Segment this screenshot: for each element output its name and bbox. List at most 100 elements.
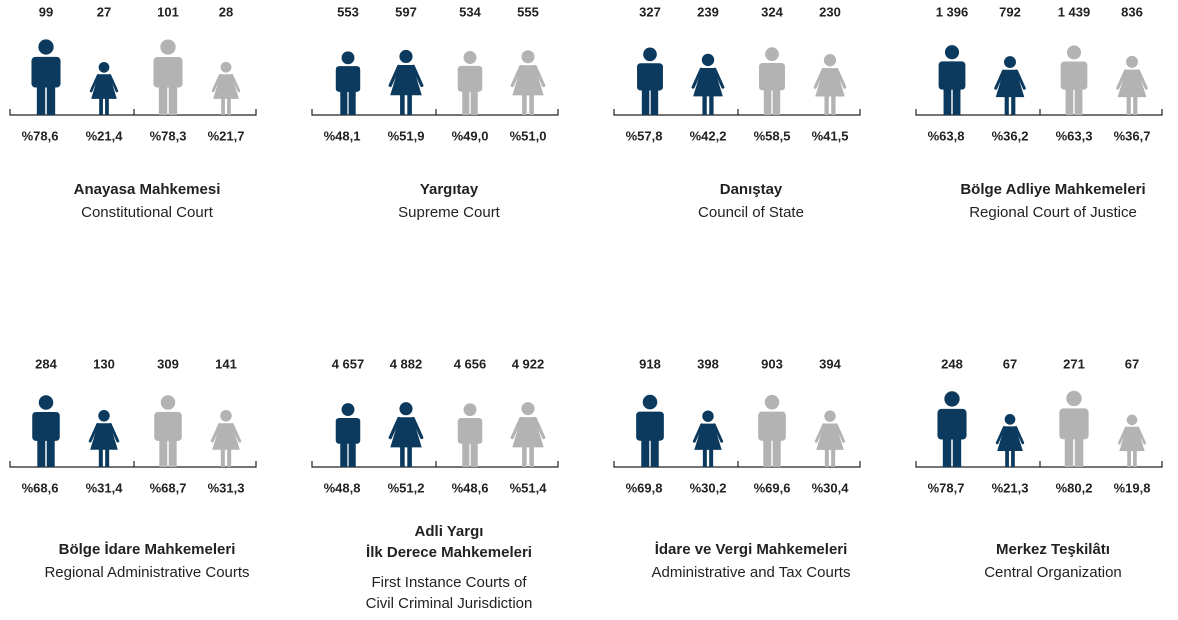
leg: [340, 441, 348, 467]
panel-subtitle: Civil Criminal Jurisdiction: [366, 595, 533, 612]
woman-figure: [210, 410, 242, 467]
leg: [470, 441, 478, 467]
arms: [692, 423, 724, 443]
torso: [457, 65, 483, 92]
count-label: 130: [93, 356, 115, 371]
panel-title: Adli Yargı: [415, 523, 484, 540]
torso: [154, 411, 182, 441]
woman-figure: [692, 410, 724, 467]
panel: 1 396 %63,8 792 %36,2 1 439 %63,3 836 %36,7 Bölg…: [915, 4, 1163, 221]
axis: [613, 109, 861, 116]
woman-figure: [995, 414, 1025, 467]
head: [944, 45, 960, 60]
panel-title: Danıştay: [720, 181, 783, 198]
share-label: %48,1: [324, 128, 361, 143]
head: [764, 394, 780, 410]
arms: [210, 422, 242, 443]
share-label: %19,8: [1114, 480, 1151, 495]
share-label: %42,2: [690, 128, 727, 143]
share-label: %80,2: [1056, 480, 1093, 495]
head: [1004, 414, 1016, 425]
count-label: 28: [219, 4, 233, 19]
leg: [407, 446, 412, 467]
torso: [758, 411, 786, 441]
head: [399, 49, 413, 64]
dress: [997, 426, 1023, 451]
torso: [32, 411, 60, 441]
share-label: %51,0: [510, 128, 547, 143]
leg: [1004, 95, 1009, 115]
woman-figure: [89, 61, 119, 115]
share-label: %69,8: [626, 480, 663, 495]
leg: [1011, 95, 1016, 115]
head: [220, 410, 232, 422]
dress: [91, 74, 117, 99]
leg: [1127, 450, 1131, 467]
count-label: 398: [697, 356, 719, 371]
leg: [952, 86, 961, 115]
count-label: 555: [517, 4, 539, 19]
panel-subtitle: Central Organization: [984, 564, 1122, 581]
panel: 327 %57,8 239 %42,2 324 %58,5 230 %41,5 Danıştay…: [613, 4, 861, 221]
torso: [937, 408, 967, 440]
leg: [943, 86, 952, 115]
axis: [613, 461, 861, 468]
woman-figure: [814, 410, 846, 467]
leg: [772, 87, 781, 115]
leg: [46, 438, 55, 467]
axis: [311, 461, 559, 468]
torso: [153, 56, 183, 88]
woman-figure: [691, 53, 725, 115]
leg: [221, 97, 225, 115]
leg: [1126, 95, 1131, 115]
leg: [1133, 95, 1138, 115]
woman-figure: [88, 410, 120, 467]
head: [341, 51, 355, 65]
leg: [650, 437, 659, 467]
share-label: %48,8: [324, 480, 361, 495]
leg: [470, 89, 478, 115]
leg: [168, 438, 177, 467]
leg: [529, 94, 534, 115]
axis: [915, 109, 1163, 116]
leg: [952, 436, 962, 467]
woman-figure: [388, 49, 424, 115]
panel-title: Bölge İdare Mahkemeleri: [59, 541, 236, 558]
count-label: 327: [639, 4, 661, 19]
arms: [995, 426, 1025, 445]
count-label: 248: [941, 356, 963, 371]
dress: [213, 74, 239, 99]
man-figure: [457, 403, 483, 467]
panel-subtitle: First Instance Courts of: [371, 574, 527, 591]
count-label: 67: [1125, 356, 1139, 371]
leg: [529, 446, 534, 467]
man-figure: [31, 39, 61, 115]
panel-subtitle: Constitutional Court: [81, 204, 214, 221]
leg: [650, 87, 659, 115]
leg: [348, 441, 356, 467]
head: [98, 61, 110, 73]
torso: [759, 63, 785, 91]
head: [1066, 390, 1082, 407]
count-label: 903: [761, 356, 783, 371]
arms: [1117, 426, 1147, 445]
leg: [105, 448, 110, 467]
count-label: 792: [999, 4, 1021, 19]
head: [823, 54, 837, 67]
head: [1066, 45, 1082, 60]
leg: [462, 441, 470, 467]
count-label: 271: [1063, 356, 1085, 371]
count-label: 4 882: [390, 356, 423, 371]
head: [1004, 56, 1016, 69]
share-label: %69,6: [754, 480, 791, 495]
share-label: %36,2: [992, 128, 1029, 143]
man-figure: [154, 395, 182, 467]
leg: [400, 446, 405, 467]
panel-title: Merkez Teşkilâtı: [996, 541, 1110, 558]
leg: [407, 93, 412, 115]
panel-subtitle: Regional Court of Justice: [969, 204, 1137, 221]
leg: [702, 95, 707, 115]
man-figure: [759, 47, 785, 115]
leg: [1074, 436, 1084, 467]
